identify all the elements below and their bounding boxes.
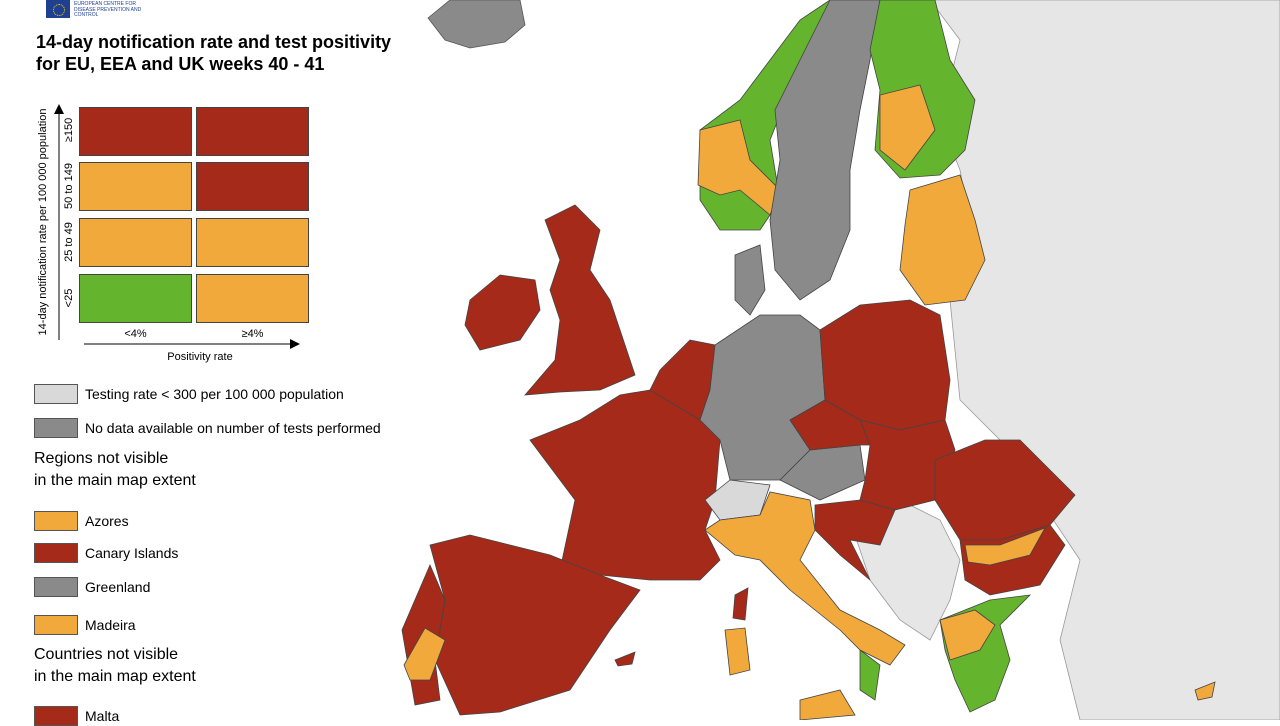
matrix-cell-r1-c1: [196, 162, 309, 211]
balearic-islands: [614, 651, 636, 667]
sardinia: [724, 627, 751, 676]
logo-text: EUROPEAN CENTRE FOR DISEASE PREVENTION A…: [74, 1, 142, 18]
regions-heading: Regions not visible in the main map exte…: [34, 448, 196, 492]
legend-testing-rate: Testing rate < 300 per 100 000 populatio…: [34, 384, 344, 404]
countries-heading: Countries not visible in the main map ex…: [34, 644, 196, 688]
sicily: [799, 689, 856, 720]
swatch-madeira: [34, 615, 78, 635]
matrix-cell-r0-c1: [196, 107, 309, 156]
legend-no-data: No data available on number of tests per…: [34, 418, 381, 438]
legend-region-canary-islands-label: Canary Islands: [85, 545, 179, 561]
legend-testing-rate-label: Testing rate < 300 per 100 000 populatio…: [85, 386, 344, 402]
matrix-cell-r2-c1: [196, 218, 309, 267]
axis-arrows: [54, 104, 300, 349]
map-title: 14-day notification rate and test positi…: [36, 31, 391, 75]
italy: [704, 491, 906, 666]
matrix-cell-r3-c0: [79, 274, 192, 323]
legend-region-azores: Azores: [34, 511, 129, 531]
greece-orange: [939, 609, 996, 661]
matrix-cell-r2-c0: [79, 218, 192, 267]
baltics: [899, 174, 986, 306]
cyprus: [1194, 681, 1216, 701]
countries-heading-line-1: Countries not visible: [34, 646, 179, 663]
slovakia-hungary: [859, 419, 956, 511]
legend-region-azores-label: Azores: [85, 513, 129, 529]
denmark: [734, 244, 766, 316]
ireland: [464, 274, 541, 351]
legend-region-canary-islands: Canary Islands: [34, 543, 178, 563]
france: [529, 389, 721, 581]
swatch-dark-grey: [34, 418, 78, 438]
countries-heading-line-2: in the main map extent: [34, 668, 196, 685]
iceland: [427, 0, 526, 49]
legend-country-malta-label: Malta: [85, 708, 120, 724]
sweden: [769, 0, 881, 301]
swatch-azores: [34, 511, 78, 531]
col-label-1: ≥4%: [241, 328, 264, 340]
legend-region-madeira-label: Madeira: [85, 617, 136, 633]
italy-south-green: [859, 649, 881, 701]
austria: [779, 444, 866, 501]
swatch-greenland: [34, 577, 78, 597]
regions-heading-line-1: Regions not visible: [34, 450, 169, 467]
croatia: [814, 499, 896, 581]
legend-no-data-label: No data available on number of tests per…: [85, 420, 381, 436]
matrix-cell-r3-c1: [196, 274, 309, 323]
legend-country-malta: Malta: [34, 706, 119, 726]
switzerland: [704, 479, 771, 521]
legend-region-greenland: Greenland: [34, 577, 150, 597]
legend-region-greenland-label: Greenland: [85, 579, 151, 595]
ecdc-logo: EUROPEAN CENTRE FOR DISEASE PREVENTION A…: [46, 0, 144, 19]
x-axis-title: Positivity rate: [167, 351, 233, 363]
matrix-cell-r0-c0: [79, 107, 192, 156]
legend-region-madeira: Madeira: [34, 615, 136, 635]
corsica: [732, 587, 749, 621]
eu-flag-icon: [46, 0, 70, 18]
norway-south-orange: [697, 119, 781, 216]
romania: [934, 439, 1076, 541]
bulgaria-orange: [964, 527, 1046, 566]
finland-orange: [879, 84, 936, 171]
map-title-line-2: for EU, EEA and UK weeks 40 - 41: [36, 54, 325, 74]
swatch-malta: [34, 706, 78, 726]
swatch-light-grey: [34, 384, 78, 404]
swatch-canary-islands: [34, 543, 78, 563]
portugal-orange: [403, 627, 446, 681]
bulgaria: [959, 524, 1066, 596]
regions-heading-line-2: in the main map extent: [34, 472, 196, 489]
matrix-cell-r1-c0: [79, 162, 192, 211]
map-title-line-1: 14-day notification rate and test positi…: [36, 32, 392, 52]
col-label-0: <4%: [124, 328, 147, 340]
great-britain: [524, 204, 636, 396]
